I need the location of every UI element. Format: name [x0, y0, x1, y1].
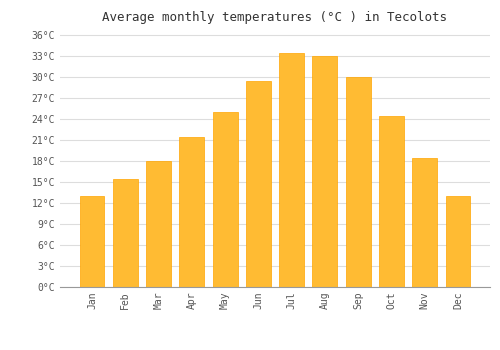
Bar [446, 196, 470, 287]
Bar [346, 77, 370, 287]
Bar [212, 112, 238, 287]
Title: Average monthly temperatures (°C ) in Tecolots: Average monthly temperatures (°C ) in Te… [102, 11, 448, 24]
Bar [146, 161, 171, 287]
Bar [312, 56, 338, 287]
Bar [279, 52, 304, 287]
Bar [80, 196, 104, 287]
Bar [412, 158, 437, 287]
Bar [180, 136, 204, 287]
Bar [113, 178, 138, 287]
Bar [246, 80, 271, 287]
Bar [379, 116, 404, 287]
